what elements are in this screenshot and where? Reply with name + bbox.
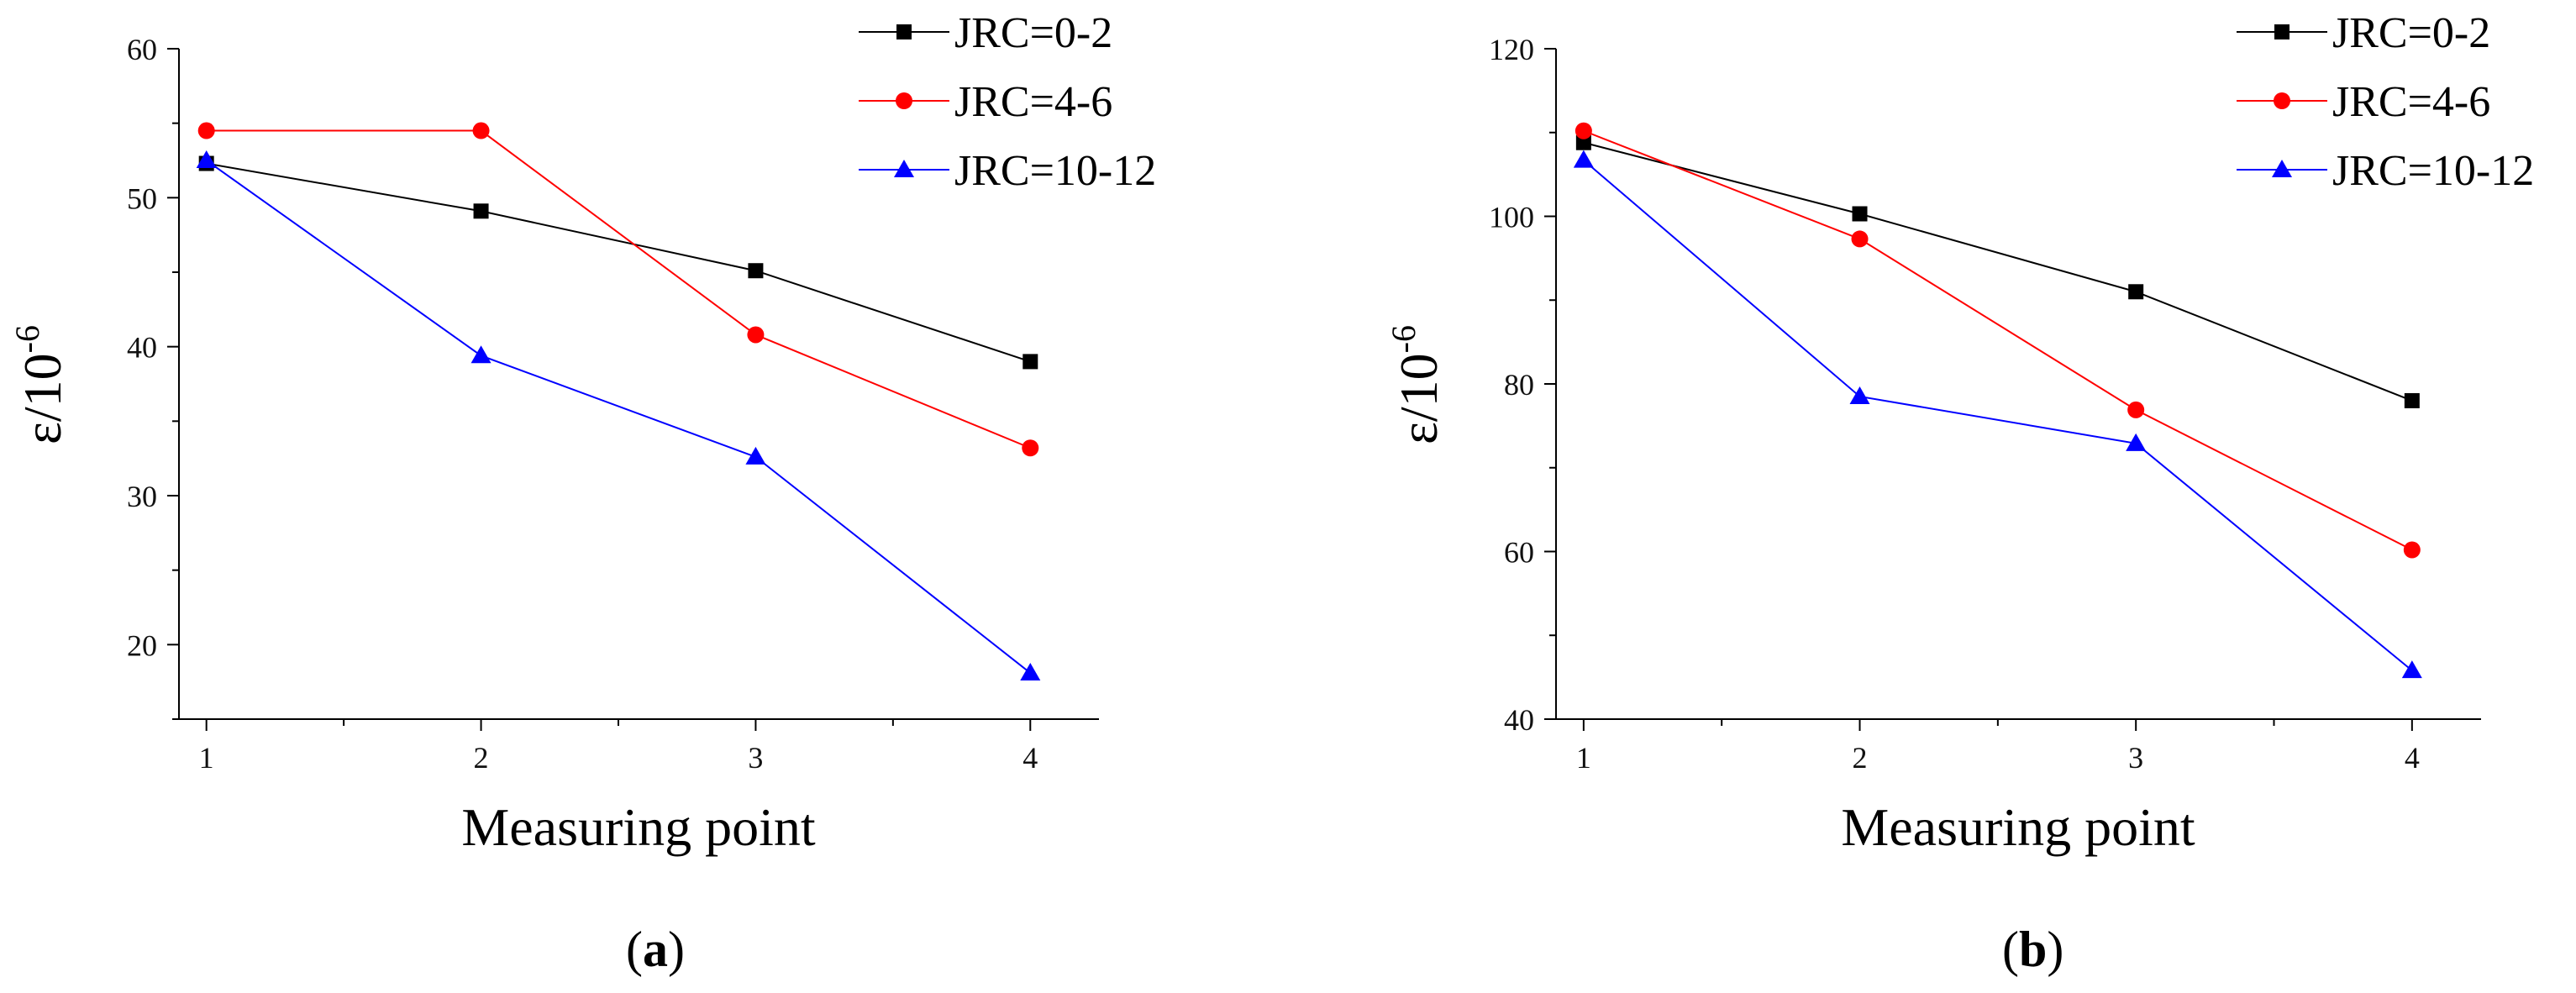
x-axis-title: Measuring point bbox=[461, 797, 816, 857]
x-axis-title: Measuring point bbox=[1841, 797, 2195, 857]
y-tick-label: 50 bbox=[127, 181, 157, 215]
series-line-0 bbox=[1583, 141, 2413, 402]
x-tick-label: 2 bbox=[1853, 741, 1868, 775]
y-tick-label: 30 bbox=[127, 480, 157, 513]
x-tick-label: 3 bbox=[748, 741, 763, 775]
data-point-1-1 bbox=[1851, 230, 1869, 248]
legend-marker-2 bbox=[2272, 160, 2292, 177]
data-point-2-1 bbox=[471, 345, 492, 364]
series-line-1 bbox=[1583, 129, 2413, 551]
panel-label: (b) bbox=[2002, 922, 2063, 977]
panel-label-letter: a bbox=[643, 922, 668, 977]
y-axis-title-base: ε/10 bbox=[13, 353, 72, 444]
y-axis-title: ε/10-6 bbox=[8, 325, 72, 444]
data-point-2-2 bbox=[2126, 433, 2147, 451]
y-axis-title: ε/10-6 bbox=[1385, 325, 1448, 444]
panel-label-open: ( bbox=[626, 922, 643, 977]
data-point-0-3 bbox=[1023, 354, 1038, 370]
data-point-2-2 bbox=[745, 446, 766, 465]
panel-label-letter: b bbox=[2019, 922, 2047, 977]
data-point-0-1 bbox=[1852, 206, 1868, 222]
legend-label-1: JRC=4-6 bbox=[2332, 78, 2490, 126]
y-tick-label: 60 bbox=[1504, 536, 1534, 570]
y-axis-title-exponent: -6 bbox=[8, 325, 46, 353]
y-tick-label: 40 bbox=[127, 331, 157, 365]
series-line-2 bbox=[206, 160, 1031, 674]
x-tick-label: 2 bbox=[474, 741, 489, 775]
legend-label-0: JRC=0-2 bbox=[954, 9, 1112, 57]
data-point-2-3 bbox=[2401, 660, 2422, 679]
data-point-1-1 bbox=[472, 122, 490, 139]
y-tick-label: 40 bbox=[1504, 703, 1534, 737]
x-tick-label: 1 bbox=[1576, 741, 1591, 775]
legend-label-2: JRC=10-12 bbox=[2332, 147, 2534, 195]
legend-label-2: JRC=10-12 bbox=[954, 147, 1156, 195]
data-point-1-2 bbox=[747, 326, 765, 344]
data-point-2-0 bbox=[1573, 150, 1594, 168]
panel-label-open: ( bbox=[2002, 922, 2019, 977]
y-tick-label: 120 bbox=[1489, 33, 1534, 66]
panel-label-close: ) bbox=[2047, 922, 2063, 977]
series-line-1 bbox=[206, 129, 1031, 449]
y-tick-label: 20 bbox=[127, 628, 157, 662]
data-point-1-3 bbox=[1022, 439, 1039, 457]
data-point-1-2 bbox=[2127, 401, 2145, 418]
panel-label-close: ) bbox=[668, 922, 685, 977]
series-line-0 bbox=[206, 162, 1031, 363]
y-tick-label: 100 bbox=[1489, 201, 1534, 234]
data-point-2-0 bbox=[196, 150, 217, 168]
legend-marker-1 bbox=[2274, 92, 2290, 109]
y-tick-label: 80 bbox=[1504, 368, 1534, 402]
legend-marker-0 bbox=[896, 24, 912, 39]
legend-label-0: JRC=0-2 bbox=[2332, 9, 2490, 57]
data-point-1-3 bbox=[2403, 541, 2421, 559]
data-point-0-1 bbox=[473, 203, 489, 219]
x-tick-label: 3 bbox=[2128, 741, 2143, 775]
data-point-0-2 bbox=[748, 263, 764, 279]
data-point-0-0 bbox=[1575, 134, 1591, 150]
chart-a: 20 30 40 50 60 1 2 3 4 Measuring point ε/10-6 JRC=0… bbox=[8, 9, 1156, 977]
x-tick-label: 4 bbox=[2405, 741, 2420, 775]
data-point-1-0 bbox=[197, 122, 215, 139]
chart-b: 40 60 80 100 120 1 2 3 4 Measuring point ε/10-6 JRC… bbox=[1385, 9, 2534, 977]
legend-marker-0 bbox=[2274, 24, 2289, 39]
data-point-1-0 bbox=[1575, 122, 1592, 139]
x-tick-label: 1 bbox=[199, 741, 214, 775]
data-point-2-3 bbox=[1020, 663, 1041, 681]
data-point-0-3 bbox=[2404, 392, 2420, 408]
legend-marker-2 bbox=[894, 160, 914, 177]
legend-label-1: JRC=4-6 bbox=[954, 78, 1112, 126]
y-axis-title-base: ε/10 bbox=[1389, 353, 1448, 444]
legend-marker-1 bbox=[896, 92, 912, 109]
panel-label: (a) bbox=[626, 922, 685, 977]
y-axis-title-exponent: -6 bbox=[1385, 325, 1422, 353]
y-tick-label: 60 bbox=[127, 33, 157, 66]
data-point-0-2 bbox=[2128, 284, 2144, 300]
x-tick-label: 4 bbox=[1023, 741, 1038, 775]
series-line-2 bbox=[1583, 159, 2413, 671]
data-point-2-1 bbox=[1849, 386, 1870, 404]
